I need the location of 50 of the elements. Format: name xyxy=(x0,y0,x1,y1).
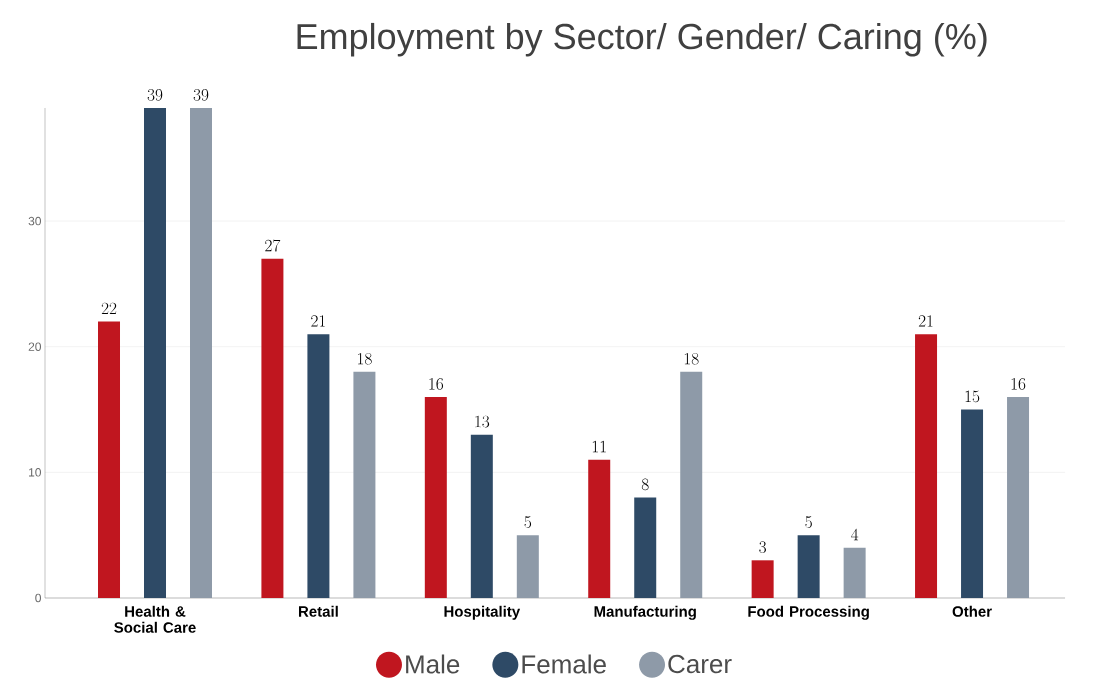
bar xyxy=(680,371,703,598)
x-tick-label: Health & Social Care xyxy=(114,605,196,633)
data-label: 21 xyxy=(918,315,933,327)
bar xyxy=(843,547,866,598)
bar xyxy=(424,396,447,598)
y-tick-label: 20 xyxy=(28,342,41,351)
y-tick-label: 30 xyxy=(28,216,41,226)
bar xyxy=(751,560,774,598)
data-label: 39 xyxy=(193,89,209,101)
x-tick-label: Manufacturing xyxy=(594,605,696,620)
bar xyxy=(353,371,376,598)
legend-label: Carer xyxy=(668,654,732,674)
data-label: 15 xyxy=(965,390,980,403)
bar xyxy=(307,334,330,598)
x-tick-label: Food Processing xyxy=(748,605,869,620)
data-label: 11 xyxy=(592,440,606,453)
data-label: 27 xyxy=(265,239,281,252)
bar xyxy=(915,334,938,598)
bar xyxy=(516,535,539,598)
bar xyxy=(144,108,167,598)
legend-label: Male xyxy=(406,654,460,674)
data-label: 8 xyxy=(641,478,649,491)
data-label: 39 xyxy=(147,89,163,101)
data-label: 3 xyxy=(759,541,767,554)
y-tick-label: 10 xyxy=(29,468,41,477)
data-label: 22 xyxy=(101,302,117,315)
bar xyxy=(190,108,213,598)
bar xyxy=(1007,396,1030,598)
data-label: 13 xyxy=(475,415,490,428)
y-tick-label: 0 xyxy=(35,593,41,603)
data-label: 18 xyxy=(357,352,372,365)
x-tick-label: Other xyxy=(952,605,992,617)
data-label: 5 xyxy=(805,516,812,528)
legend-label: Female xyxy=(522,654,606,674)
bar xyxy=(588,459,611,598)
data-label: 18 xyxy=(684,352,699,365)
bar xyxy=(797,535,820,598)
bar xyxy=(634,497,657,598)
chart-title: Employment by Sector/ Gender/ Caring (%) xyxy=(297,22,987,57)
bar xyxy=(98,321,121,598)
x-tick-label: Retail xyxy=(298,605,338,617)
x-tick-label: Hospitality xyxy=(444,605,521,620)
data-label: 5 xyxy=(524,516,532,528)
data-label: 21 xyxy=(311,315,326,327)
data-label: 16 xyxy=(1011,378,1026,390)
bar xyxy=(261,258,284,598)
bar xyxy=(961,409,984,598)
bar xyxy=(470,434,493,598)
data-label: 4 xyxy=(851,528,859,541)
data-label: 16 xyxy=(429,378,444,390)
